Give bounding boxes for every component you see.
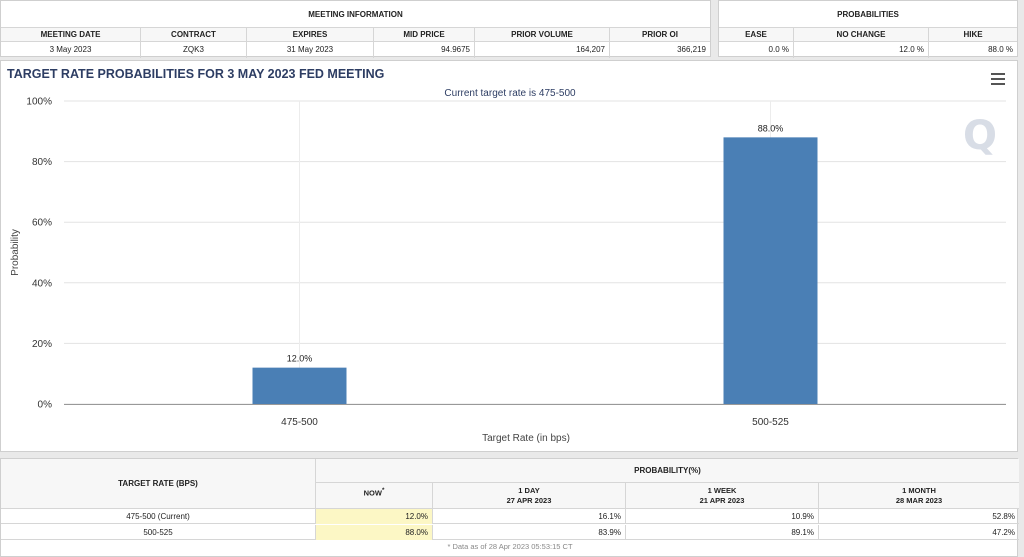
ease-value: 0.0 % (719, 42, 794, 58)
col-1-month-label: 1 MONTH (902, 486, 936, 495)
col-ease: EASE (719, 28, 794, 41)
x-axis-title: Target Rate (in bps) (482, 433, 570, 444)
data-label-500-525: 88.0% (758, 123, 784, 133)
col-1-week-date: 21 APR 2023 (699, 496, 745, 505)
week-cell: 10.9% (626, 509, 819, 524)
rate-cell: 475-500 (Current) (1, 509, 316, 524)
y-tick-label: 100% (26, 97, 52, 108)
col-1-day: 1 DAY 27 APR 2023 (433, 483, 626, 509)
y-tick-label: 60% (32, 218, 52, 229)
col-mid-price: MID PRICE (374, 28, 475, 41)
x-tick-label-500-525: 500-525 (752, 417, 789, 428)
y-tick-label: 0% (38, 400, 53, 411)
col-now-label: NOW (363, 488, 382, 498)
day-cell: 16.1% (433, 509, 626, 524)
col-1-day-label: 1 DAY (518, 486, 540, 495)
y-tick-label: 80% (32, 157, 52, 168)
col-prior-volume: PRIOR VOLUME (475, 28, 610, 41)
col-hike: HIKE (929, 28, 1017, 41)
meeting-information-columns: MEETING DATE CONTRACT EXPIRES MID PRICE … (1, 28, 710, 42)
col-no-change: NO CHANGE (794, 28, 929, 41)
expires-value: 31 May 2023 (247, 42, 374, 58)
bar-500-525 (723, 137, 818, 405)
hamburger-menu-icon[interactable] (991, 73, 1005, 85)
probabilities-values: 0.0 % 12.0 % 88.0 % (719, 42, 1017, 58)
probabilities-table: PROBABILITIES EASE NO CHANGE HIKE 0.0 % … (718, 0, 1018, 58)
day-cell: 83.9% (433, 525, 626, 540)
col-1-week: 1 WEEK 21 APR 2023 (626, 483, 819, 509)
target-rate-header: TARGET RATE (BPS) (1, 459, 316, 509)
chart-subtitle: Current target rate is 475-500 (444, 88, 576, 99)
week-cell: 89.1% (626, 525, 819, 540)
col-prior-oi: PRIOR OI (610, 28, 710, 41)
col-now-footnote-mark: * (381, 487, 385, 494)
prior-volume-value: 164,207 (475, 42, 610, 58)
rate-cell: 500-525 (1, 525, 316, 540)
no-change-value: 12.0 % (794, 42, 929, 58)
mid-price-value: 94.9675 (374, 42, 475, 58)
chart-title: TARGET RATE PROBABILITIES FOR 3 MAY 2023… (7, 67, 385, 81)
table-row: 475-500 (Current) 12.0% 16.1% 10.9% 52.8… (1, 509, 1019, 524)
y-tick-label: 40% (32, 278, 52, 289)
contract-value: ZQK3 (141, 42, 247, 58)
data-label-475-500: 12.0% (287, 354, 313, 364)
meeting-information-table: MEETING INFORMATION MEETING DATE CONTRAC… (0, 0, 711, 58)
col-1-month: 1 MONTH 28 MAR 2023 (819, 483, 1019, 509)
col-contract: CONTRACT (141, 28, 247, 41)
col-now: NOW* (316, 483, 433, 509)
now-cell: 12.0% (316, 509, 433, 524)
meeting-information-values: 3 May 2023 ZQK3 31 May 2023 94.9675 164,… (1, 42, 710, 58)
meeting-information-title: MEETING INFORMATION (1, 1, 710, 28)
probabilities-columns: EASE NO CHANGE HIKE (719, 28, 1017, 42)
x-tick-label-475-500: 475-500 (281, 417, 318, 428)
probability-history-table: TARGET RATE (BPS) PROBABILITY(%) NOW* 1 … (0, 458, 1019, 557)
hike-value: 88.0 % (988, 45, 1013, 54)
now-cell: 88.0% (316, 525, 433, 540)
data-timestamp-footnote: * Data as of 28 Apr 2023 05:53:15 CT (447, 542, 573, 551)
col-1-week-label: 1 WEEK (707, 486, 737, 495)
col-1-day-date: 27 APR 2023 (506, 496, 552, 505)
meeting-date-value: 3 May 2023 (1, 42, 141, 58)
target-rate-bar-chart: 0% 20% 40% 60% 80% 100% 12.0% 475-500 88.0% 500-5… (10, 97, 1006, 444)
y-tick-label: 20% (32, 339, 52, 350)
bar-475-500 (252, 367, 347, 404)
month-cell: 47.2% (992, 528, 1015, 537)
col-meeting-date: MEETING DATE (1, 28, 141, 41)
col-1-month-date: 28 MAR 2023 (895, 496, 943, 505)
table-row: 500-525 88.0% 83.9% 89.1% 47.2% (1, 525, 1019, 540)
watermark-logo: Q (962, 113, 997, 159)
y-axis-title: Probability (10, 229, 21, 276)
month-cell: 52.8% (992, 512, 1015, 521)
probabilities-title: PROBABILITIES (719, 1, 1017, 28)
chart-panel: 0% 20% 40% 60% 80% 100% 12.0% 475-500 88.0% 500-5… (0, 60, 1018, 452)
prior-oi-value: 366,219 (677, 45, 706, 54)
col-expires: EXPIRES (247, 28, 374, 41)
probability-header: PROBABILITY(%) (316, 459, 1019, 483)
